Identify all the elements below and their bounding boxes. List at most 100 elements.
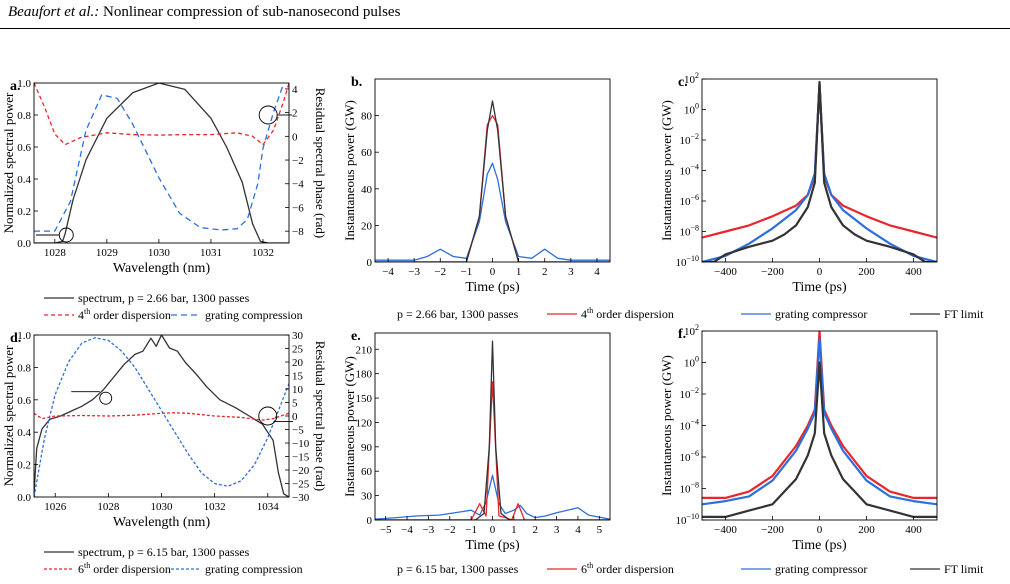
y-tick-label: 210: [356, 344, 373, 356]
plot-frame: [701, 78, 938, 263]
y-tick-label: 0.2: [17, 206, 31, 218]
legend-label-grating: grating compression: [205, 308, 303, 322]
annotation-circle: [99, 391, 113, 405]
x-tick-label: −400: [714, 266, 737, 278]
x-tick-label: 3: [568, 266, 574, 278]
x-tick-label: 3: [554, 524, 560, 536]
x-tick-label: 0: [817, 524, 823, 536]
x-tick-label: −1: [461, 266, 473, 278]
series-group: [702, 331, 937, 519]
x-tick-label: −3: [408, 266, 420, 278]
legend-label-grating: grating compressor: [775, 562, 867, 576]
x-tick-label: −4: [382, 266, 394, 278]
y-tick-label: 10−8: [679, 224, 699, 239]
legend-label-grating: grating compression: [205, 562, 303, 576]
header-rule: [0, 28, 1010, 29]
y-tick-label: 1.0: [17, 78, 31, 90]
y-tick-label: 0.0: [17, 492, 31, 504]
x-tick-label: 400: [905, 524, 922, 536]
legend-label-order6: 6th order dispersion: [581, 561, 674, 576]
y-axis-label: Instantaneous power (GW): [342, 100, 357, 241]
y2-tick-label: 4: [292, 84, 298, 96]
x-tick-label: −4: [401, 524, 413, 536]
x-tick-label: 1028: [44, 247, 67, 259]
y2-tick-label: −2: [292, 155, 304, 167]
series-line-ft: [702, 80, 937, 262]
y-tick-label: 102: [684, 71, 699, 86]
legend-label-params: p = 2.66 bar, 1300 passes: [397, 307, 519, 321]
series-line-grating: [34, 337, 289, 497]
series-line-order4: [375, 114, 610, 262]
y-axis-label: Normalized spectral power: [1, 92, 16, 233]
header-title: Nonlinear compression of sub-nanosecond …: [102, 4, 401, 20]
y-tick-label: 100: [684, 102, 699, 117]
y-tick-label: 80: [361, 111, 373, 123]
x-tick-label: 200: [858, 524, 875, 536]
series-line-order6: [34, 412, 289, 421]
y-axis-label: Instantaneous power (GW): [659, 355, 674, 496]
x-tick-label: −2: [444, 524, 456, 536]
annotation-circle: [258, 105, 278, 125]
y2-tick-label: 20: [292, 357, 304, 369]
y-tick-label: 0.8: [17, 362, 31, 374]
x-tick-label: 1: [511, 524, 517, 536]
y2-tick-label: −15: [292, 452, 310, 464]
y-tick-label: 40: [361, 184, 373, 196]
y-tick-label: 20: [361, 220, 373, 232]
x-tick-label: 1030: [148, 247, 171, 259]
x-tick-label: 0: [817, 266, 823, 278]
y-tick-label: 1.0: [17, 330, 31, 342]
series-line-grating: [375, 162, 610, 261]
series-group: [702, 80, 937, 262]
plot-frame: [701, 330, 938, 521]
x-tick-label: 4: [575, 524, 581, 536]
y-axis-label: Instantaneous power (GW): [342, 356, 357, 497]
x-tick-label: −1: [465, 524, 477, 536]
y-tick-label: 10−6: [679, 449, 699, 464]
y-tick-label: 0: [367, 257, 373, 269]
series-line-order6: [702, 331, 937, 499]
x-tick-label: 5: [597, 524, 603, 536]
y2-tick-label: −6: [292, 202, 304, 214]
x-axis-label: Time (ps): [465, 280, 520, 295]
panel-legend: p = 6.15 bar, 1300 passes 6th order dispe…: [397, 561, 984, 576]
y-tick-label: 180: [356, 369, 373, 381]
legend-label-order4: 4th order dispersion: [581, 306, 674, 321]
running-header: Beaufort et al.: Nonlinear compression o…: [8, 4, 400, 21]
y2-tick-label: 30: [292, 330, 304, 342]
x-tick-label: 1034: [257, 501, 280, 513]
legend-label-spectrum: spectrum, p = 2.66 bar, 1300 passes: [78, 291, 250, 305]
y2-tick-label: 0: [292, 411, 298, 423]
chart-panel-d: 1026 1028 1030 1032 10340.00.20.40.60.81.0−3…: [1, 330, 328, 576]
panel-letter: e.: [351, 329, 361, 344]
series-group: [34, 335, 289, 497]
legend-label-params: p = 6.15 bar, 1300 passes: [397, 562, 519, 576]
y-tick-label: 0.2: [17, 460, 31, 472]
series-line-grating: [702, 337, 937, 506]
y-tick-label: 0.0: [17, 238, 31, 250]
y-tick-label: 10−4: [679, 163, 699, 178]
x-tick-label: 1031: [200, 247, 222, 259]
x-tick-label: −400: [714, 524, 737, 536]
x-tick-label: −2: [434, 266, 446, 278]
x-tick-label: 1028: [97, 501, 120, 513]
x-tick-label: −200: [761, 266, 784, 278]
x-tick-label: 4: [594, 266, 600, 278]
chart-panel-e: −5 −4 −3 −2 −1 0 1 2 3 4 5 0 30 60 90 120 150 180 210 Time …: [342, 329, 984, 576]
x-tick-label: 1: [516, 266, 522, 278]
y-tick-label: 120: [356, 417, 373, 429]
series-line-order4: [34, 83, 289, 146]
series-group: [375, 100, 610, 262]
x-tick-label: 200: [858, 266, 875, 278]
y2-axis-label: Residual spectral phase (rad): [313, 88, 328, 239]
y2-tick-label: −10: [292, 438, 310, 450]
panel-letter: c.: [678, 75, 688, 90]
legend-label-ft: FT limit: [944, 307, 984, 321]
y2-tick-label: −5: [292, 425, 304, 437]
chart-panel-c: −400 −200 0 200 400 10−10 10−8 10−6 10−4 10−2 100 1…: [659, 71, 938, 295]
y2-tick-label: 5: [292, 398, 298, 410]
legend-label-ft: FT limit: [944, 562, 984, 576]
y-tick-label: 30: [361, 491, 373, 503]
